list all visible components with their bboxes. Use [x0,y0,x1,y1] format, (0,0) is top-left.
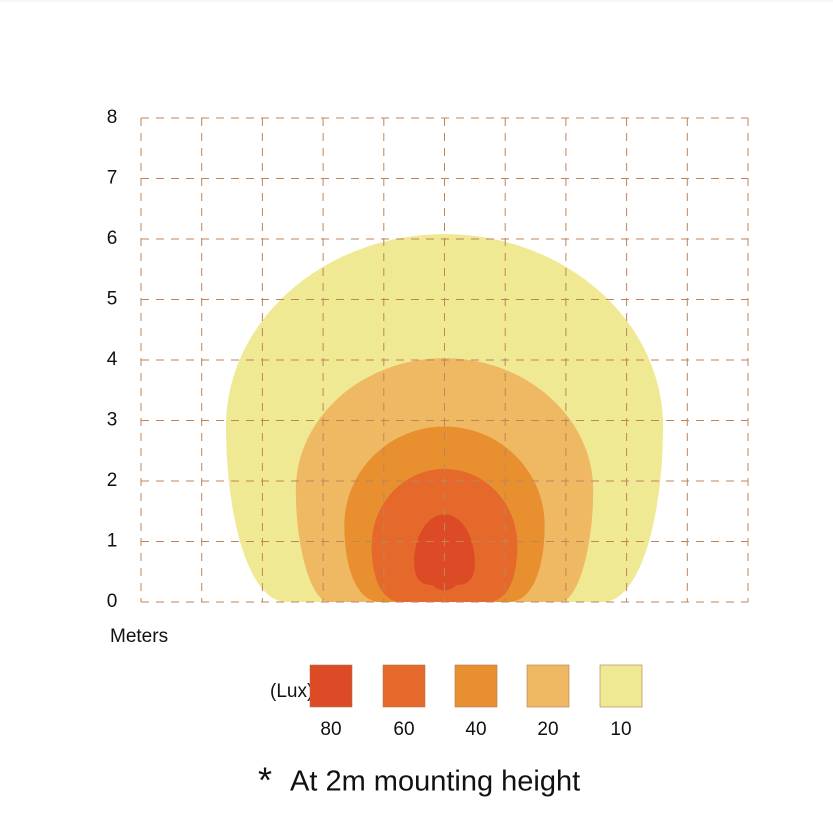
y-tick-label: 5 [107,289,118,310]
isolux-contour [414,514,475,591]
y-tick-label: 6 [107,228,118,249]
legend-swatch [599,664,643,708]
legend-title: (Lux) [270,681,313,702]
y-tick-label: 7 [107,168,118,189]
y-tick-label: 1 [107,531,118,552]
y-tick-label: 4 [107,349,118,370]
x-axis-label: Meters [110,626,168,647]
legend-swatch [526,664,570,708]
y-tick-label: 8 [107,107,118,128]
legend-label: 80 [320,719,341,740]
legend-label: 40 [465,719,486,740]
legend-label: 60 [393,719,414,740]
y-tick-label: 3 [107,410,118,431]
legend-swatch [454,664,498,708]
note: At 2m mounting height [290,766,580,798]
legend-label: 10 [610,719,631,740]
legend-label: 20 [537,719,558,740]
legend-swatch [309,664,353,708]
legend-swatch [382,664,426,708]
note-marker: * [258,760,272,801]
y-tick-label: 0 [107,591,118,612]
y-tick-label: 2 [107,470,118,491]
